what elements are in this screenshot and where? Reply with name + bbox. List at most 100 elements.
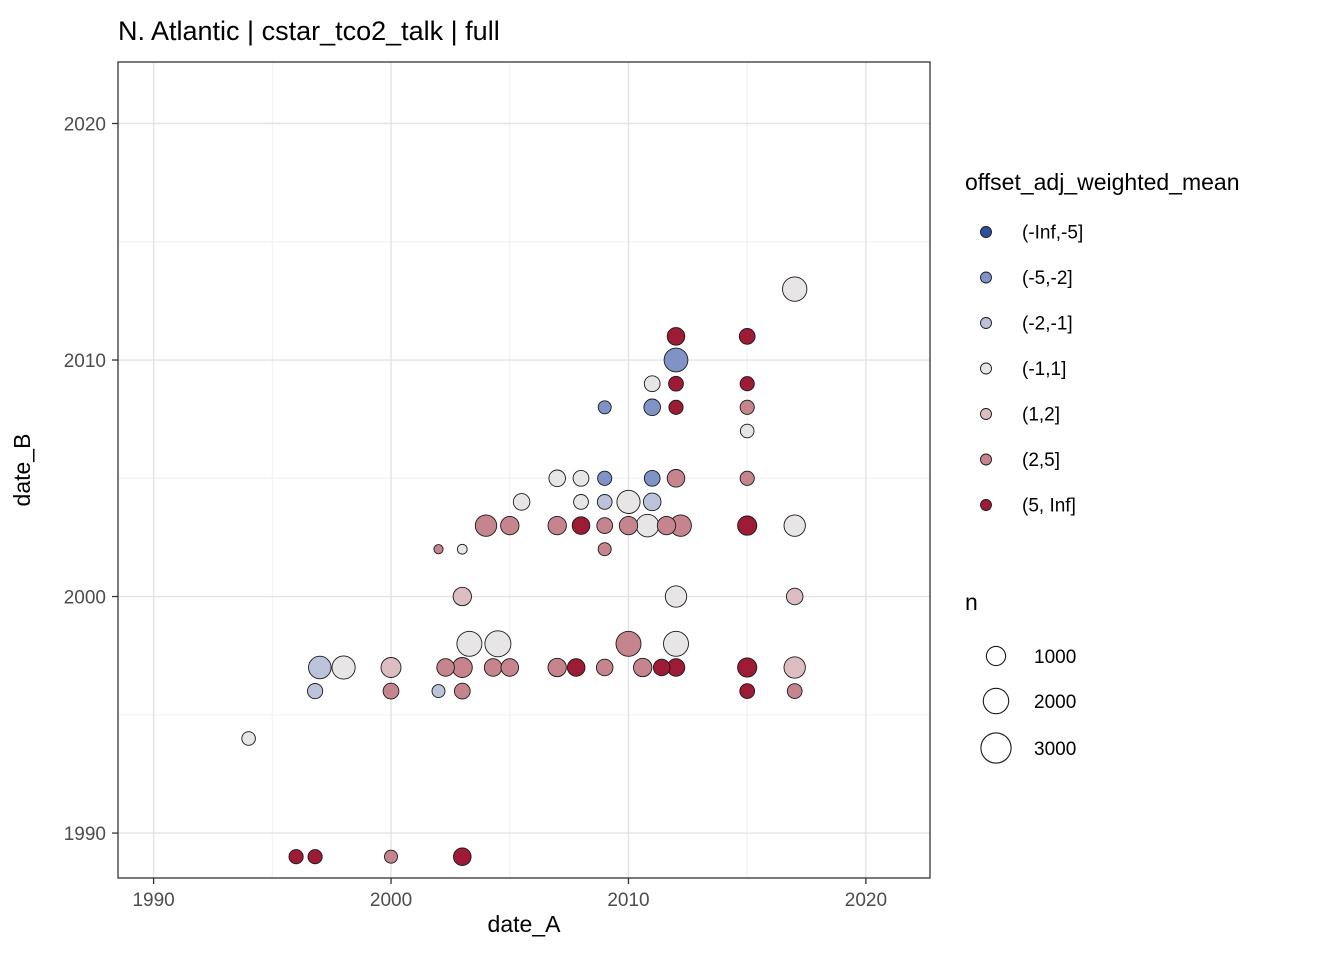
legend-color-label: (1,2] bbox=[1022, 405, 1060, 426]
legend-color-item: (-Inf,-5] bbox=[980, 223, 1083, 244]
data-point bbox=[783, 514, 806, 537]
data-point bbox=[618, 515, 639, 536]
legend-size-label: 2000 bbox=[1034, 692, 1076, 713]
data-point bbox=[453, 847, 472, 866]
data-point bbox=[572, 469, 590, 487]
legend-color-swatch bbox=[980, 226, 992, 238]
data-point bbox=[616, 489, 641, 514]
panel-border bbox=[117, 61, 931, 879]
legend-color-swatch bbox=[980, 271, 992, 284]
data-point bbox=[615, 630, 642, 657]
data-point bbox=[436, 658, 455, 677]
data-point bbox=[785, 587, 804, 606]
data-point bbox=[782, 276, 808, 302]
grid-lines bbox=[118, 62, 930, 878]
data-point bbox=[783, 656, 806, 679]
legend-size-swatch bbox=[980, 732, 1012, 764]
data-point bbox=[786, 683, 803, 699]
x-tick-label: 2010 bbox=[607, 890, 649, 911]
data-point bbox=[288, 849, 304, 865]
color-legend-title: offset_adj_weighted_mean bbox=[965, 169, 1240, 195]
legend-color-item: (1,2] bbox=[980, 405, 1060, 426]
panel: 1990 2000 2010 2020 1990 2000 2010 2020 bbox=[64, 61, 931, 911]
data-point bbox=[663, 347, 689, 373]
data-point bbox=[331, 655, 356, 680]
y-axis-label: date_B bbox=[9, 434, 35, 507]
data-point bbox=[666, 469, 686, 488]
data-point bbox=[500, 658, 520, 677]
x-tick-label: 2020 bbox=[845, 890, 887, 911]
legend-color-item: (-2,-1] bbox=[980, 314, 1073, 335]
legend: (-Inf,-5] (-5,-2] (-2,-1] (-1,1] (1,2] (2,5] (… bbox=[980, 223, 1083, 764]
data-point bbox=[643, 398, 661, 417]
legend-color-item: (2,5] bbox=[980, 450, 1060, 471]
data-point bbox=[483, 658, 503, 677]
data-point bbox=[380, 657, 402, 678]
data-point bbox=[500, 515, 520, 536]
data-point bbox=[666, 327, 686, 346]
data-point bbox=[547, 515, 567, 536]
panel-background bbox=[118, 62, 930, 878]
data-point bbox=[596, 494, 613, 510]
data-point bbox=[739, 683, 756, 699]
legend-size-swatch bbox=[982, 687, 1010, 715]
data-point bbox=[597, 400, 612, 415]
data-point bbox=[548, 469, 566, 488]
y-tick-label: 2000 bbox=[64, 588, 106, 609]
legend-size-item: 2000 bbox=[982, 687, 1076, 715]
data-point bbox=[433, 544, 444, 555]
legend-color-swatch bbox=[980, 317, 992, 329]
legend-color-label: (-5,-2] bbox=[1022, 268, 1073, 289]
legend-color-item: (-5,-2] bbox=[980, 268, 1073, 289]
y-tick-label: 2020 bbox=[64, 114, 106, 135]
data-point bbox=[668, 375, 684, 392]
legend-color-label: (-Inf,-5] bbox=[1022, 223, 1083, 244]
data-point bbox=[307, 849, 323, 865]
data-point bbox=[452, 586, 472, 607]
x-tick-label: 1990 bbox=[132, 890, 174, 911]
size-legend-title: n bbox=[965, 589, 978, 615]
data-point bbox=[431, 684, 446, 699]
legend-color-swatch bbox=[980, 499, 992, 511]
data-point bbox=[571, 516, 591, 535]
data-point bbox=[566, 658, 586, 677]
data-point bbox=[384, 849, 398, 864]
legend-size-item: 1000 bbox=[985, 645, 1076, 668]
data-point bbox=[633, 657, 653, 678]
data-point bbox=[642, 492, 662, 512]
y-tick-label: 1990 bbox=[64, 824, 106, 845]
legend-size-label: 1000 bbox=[1034, 647, 1076, 668]
data-point bbox=[738, 328, 756, 345]
data-point bbox=[597, 470, 613, 486]
chart-title: N. Atlantic | cstar_tco2_talk | full bbox=[118, 16, 500, 46]
legend-color-swatch bbox=[980, 362, 992, 375]
data-point bbox=[737, 657, 758, 678]
legend-color-swatch bbox=[980, 408, 992, 420]
data-point bbox=[656, 515, 677, 536]
data-point bbox=[596, 517, 614, 534]
legend-color-swatch bbox=[980, 453, 992, 466]
data-point bbox=[453, 682, 471, 700]
data-point bbox=[643, 469, 661, 487]
data-point bbox=[739, 376, 755, 392]
data-point bbox=[643, 375, 661, 393]
data-point bbox=[597, 542, 612, 557]
data-point bbox=[739, 399, 755, 415]
data-point bbox=[456, 630, 483, 657]
legend-color-label: (-1,1] bbox=[1022, 359, 1066, 380]
axes: 1990 2000 2010 2020 1990 2000 2010 2020 bbox=[64, 114, 887, 911]
data-point bbox=[737, 515, 758, 536]
data-point bbox=[595, 658, 614, 677]
data-point bbox=[573, 494, 589, 510]
data-points bbox=[241, 276, 808, 866]
data-point bbox=[307, 683, 324, 700]
legend-color-label: (-2,-1] bbox=[1022, 314, 1073, 335]
data-point bbox=[451, 657, 473, 678]
data-point bbox=[241, 731, 256, 746]
data-point bbox=[456, 543, 468, 555]
data-point bbox=[663, 630, 689, 657]
legend-size-swatch bbox=[985, 645, 1007, 667]
y-tick-label: 2010 bbox=[64, 351, 106, 372]
legend-color-label: (2,5] bbox=[1022, 450, 1060, 471]
